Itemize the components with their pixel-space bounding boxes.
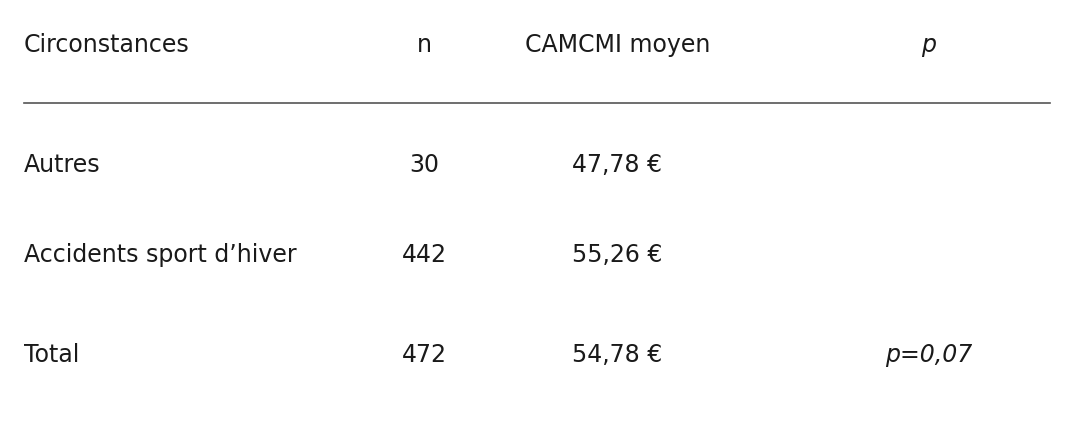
Text: CAMCMI moyen: CAMCMI moyen bbox=[525, 33, 710, 57]
Text: 442: 442 bbox=[402, 243, 447, 267]
Text: p=0,07: p=0,07 bbox=[885, 343, 973, 367]
Text: p: p bbox=[921, 33, 937, 57]
Text: 30: 30 bbox=[409, 153, 439, 177]
Text: 472: 472 bbox=[402, 343, 447, 367]
Text: n: n bbox=[417, 33, 432, 57]
Text: 55,26 €: 55,26 € bbox=[572, 243, 663, 267]
Text: Circonstances: Circonstances bbox=[24, 33, 189, 57]
Text: Total: Total bbox=[24, 343, 79, 367]
Text: Accidents sport d’hiver: Accidents sport d’hiver bbox=[24, 243, 296, 267]
Text: 54,78 €: 54,78 € bbox=[572, 343, 663, 367]
Text: Autres: Autres bbox=[24, 153, 100, 177]
Text: 47,78 €: 47,78 € bbox=[572, 153, 663, 177]
